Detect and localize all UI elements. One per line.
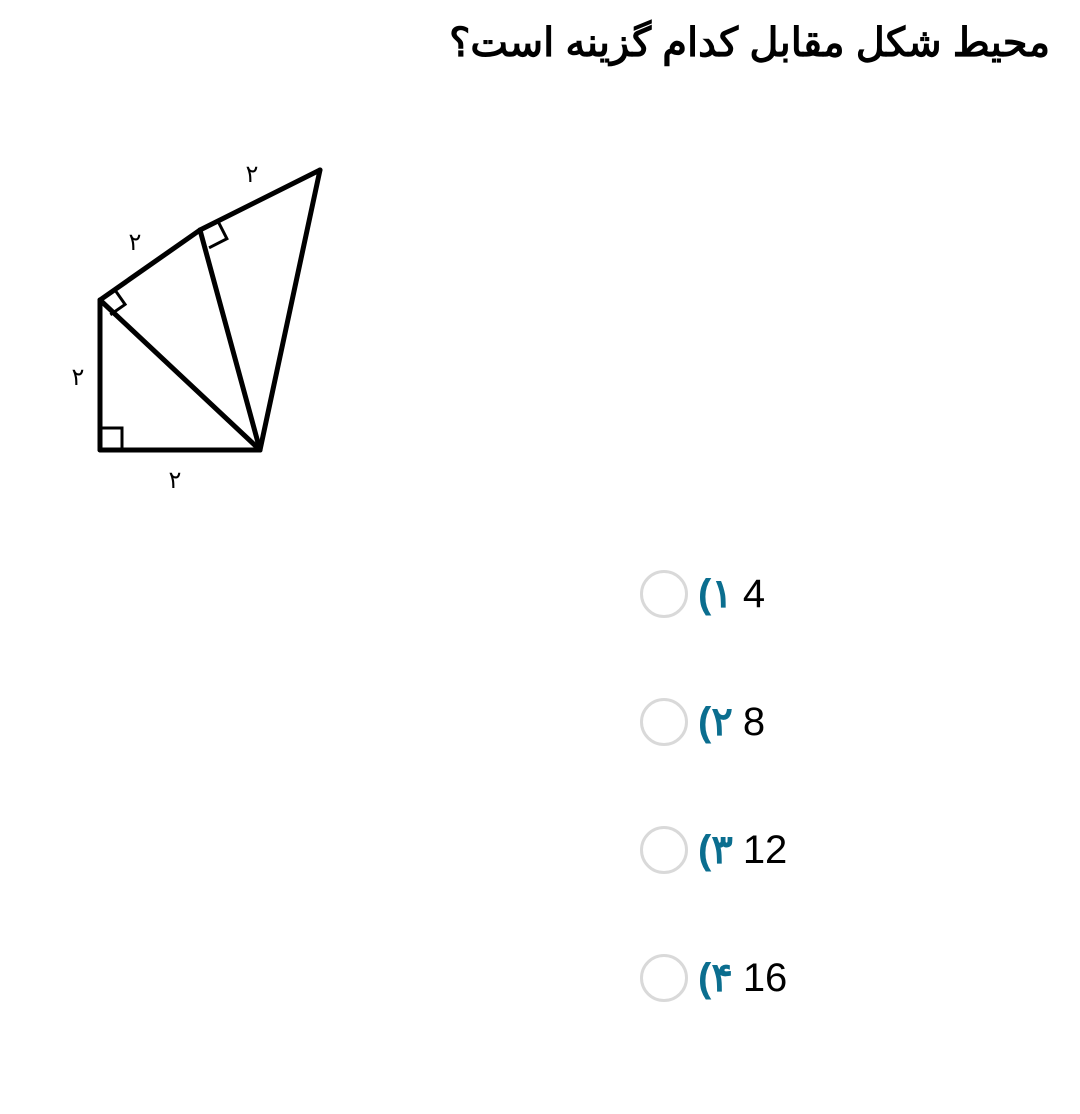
side-label-bottom: ۲ [169,467,182,494]
option-3[interactable]: ۳) 12 [640,826,1040,874]
side-label-left: ۲ [72,364,85,391]
page-root: محیط شکل مقابل کدام گزینه است؟ [0,0,1080,1114]
options-list: ۱) 4 ۲) 8 ۳) 12 ۴) 16 [640,570,1040,1082]
geometry-figure: ۲ ۲ ۲ ۲ [40,100,380,480]
figure-svg: ۲ ۲ ۲ ۲ [40,100,380,500]
option-value: 12 [743,828,788,873]
option-value: 4 [743,572,765,617]
radio-icon[interactable] [640,954,688,1002]
option-value: 16 [743,956,788,1001]
radio-icon[interactable] [640,570,688,618]
option-2[interactable]: ۲) 8 [640,698,1040,746]
option-4[interactable]: ۴) 16 [640,954,1040,1002]
radio-icon[interactable] [640,698,688,746]
option-1[interactable]: ۱) 4 [640,570,1040,618]
option-number: ۴) [698,955,733,1001]
radio-icon[interactable] [640,826,688,874]
side-label-de: ۲ [246,161,259,188]
option-number: ۲) [698,699,733,745]
option-number: ۱) [698,571,733,617]
question-text: محیط شکل مقابل کدام گزینه است؟ [30,20,1050,66]
side-label-bd: ۲ [129,229,142,256]
option-value: 8 [743,700,765,745]
option-number: ۳) [698,827,733,873]
